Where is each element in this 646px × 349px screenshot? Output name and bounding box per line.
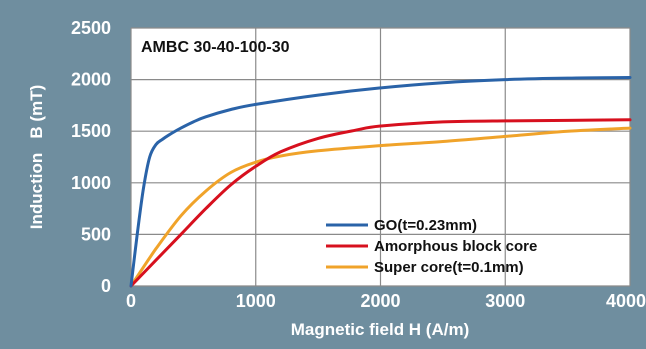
legend: GO(t=0.23mm) Amorphous block core Super … [326,217,537,276]
x-tick-label: 0 [126,291,136,311]
y-tick-label: 500 [81,224,111,244]
y-tick-label: 1500 [71,121,111,141]
y-axis-label: Induction B (mT) [27,85,46,229]
tick-labels: 0 1000 2000 3000 4000 0 500 1000 1500 2000 2500 [71,18,646,311]
x-tick-label: 4000 [606,291,646,311]
series-group [129,76,632,288]
x-tick-label: 3000 [485,291,525,311]
y-tick-label: 2500 [71,18,111,38]
y-tick-label: 1000 [71,173,111,193]
legend-label-go: GO(t=0.23mm) [374,217,477,234]
x-tick-label: 2000 [360,291,400,311]
x-tick-label: 1000 [236,291,276,311]
y-tick-label: 0 [101,276,111,296]
x-axis-label: Magnetic field H (A/m) [291,320,470,339]
series-amorphous-line [129,118,632,288]
plot-title: AMBC 30-40-100-30 [141,39,290,56]
series-go-line [129,76,632,288]
series-super-core-line [129,126,632,288]
legend-label-amorphous: Amorphous block core [374,238,537,255]
legend-label-super-core: Super core(t=0.1mm) [374,259,524,276]
y-tick-label: 2000 [71,70,111,90]
